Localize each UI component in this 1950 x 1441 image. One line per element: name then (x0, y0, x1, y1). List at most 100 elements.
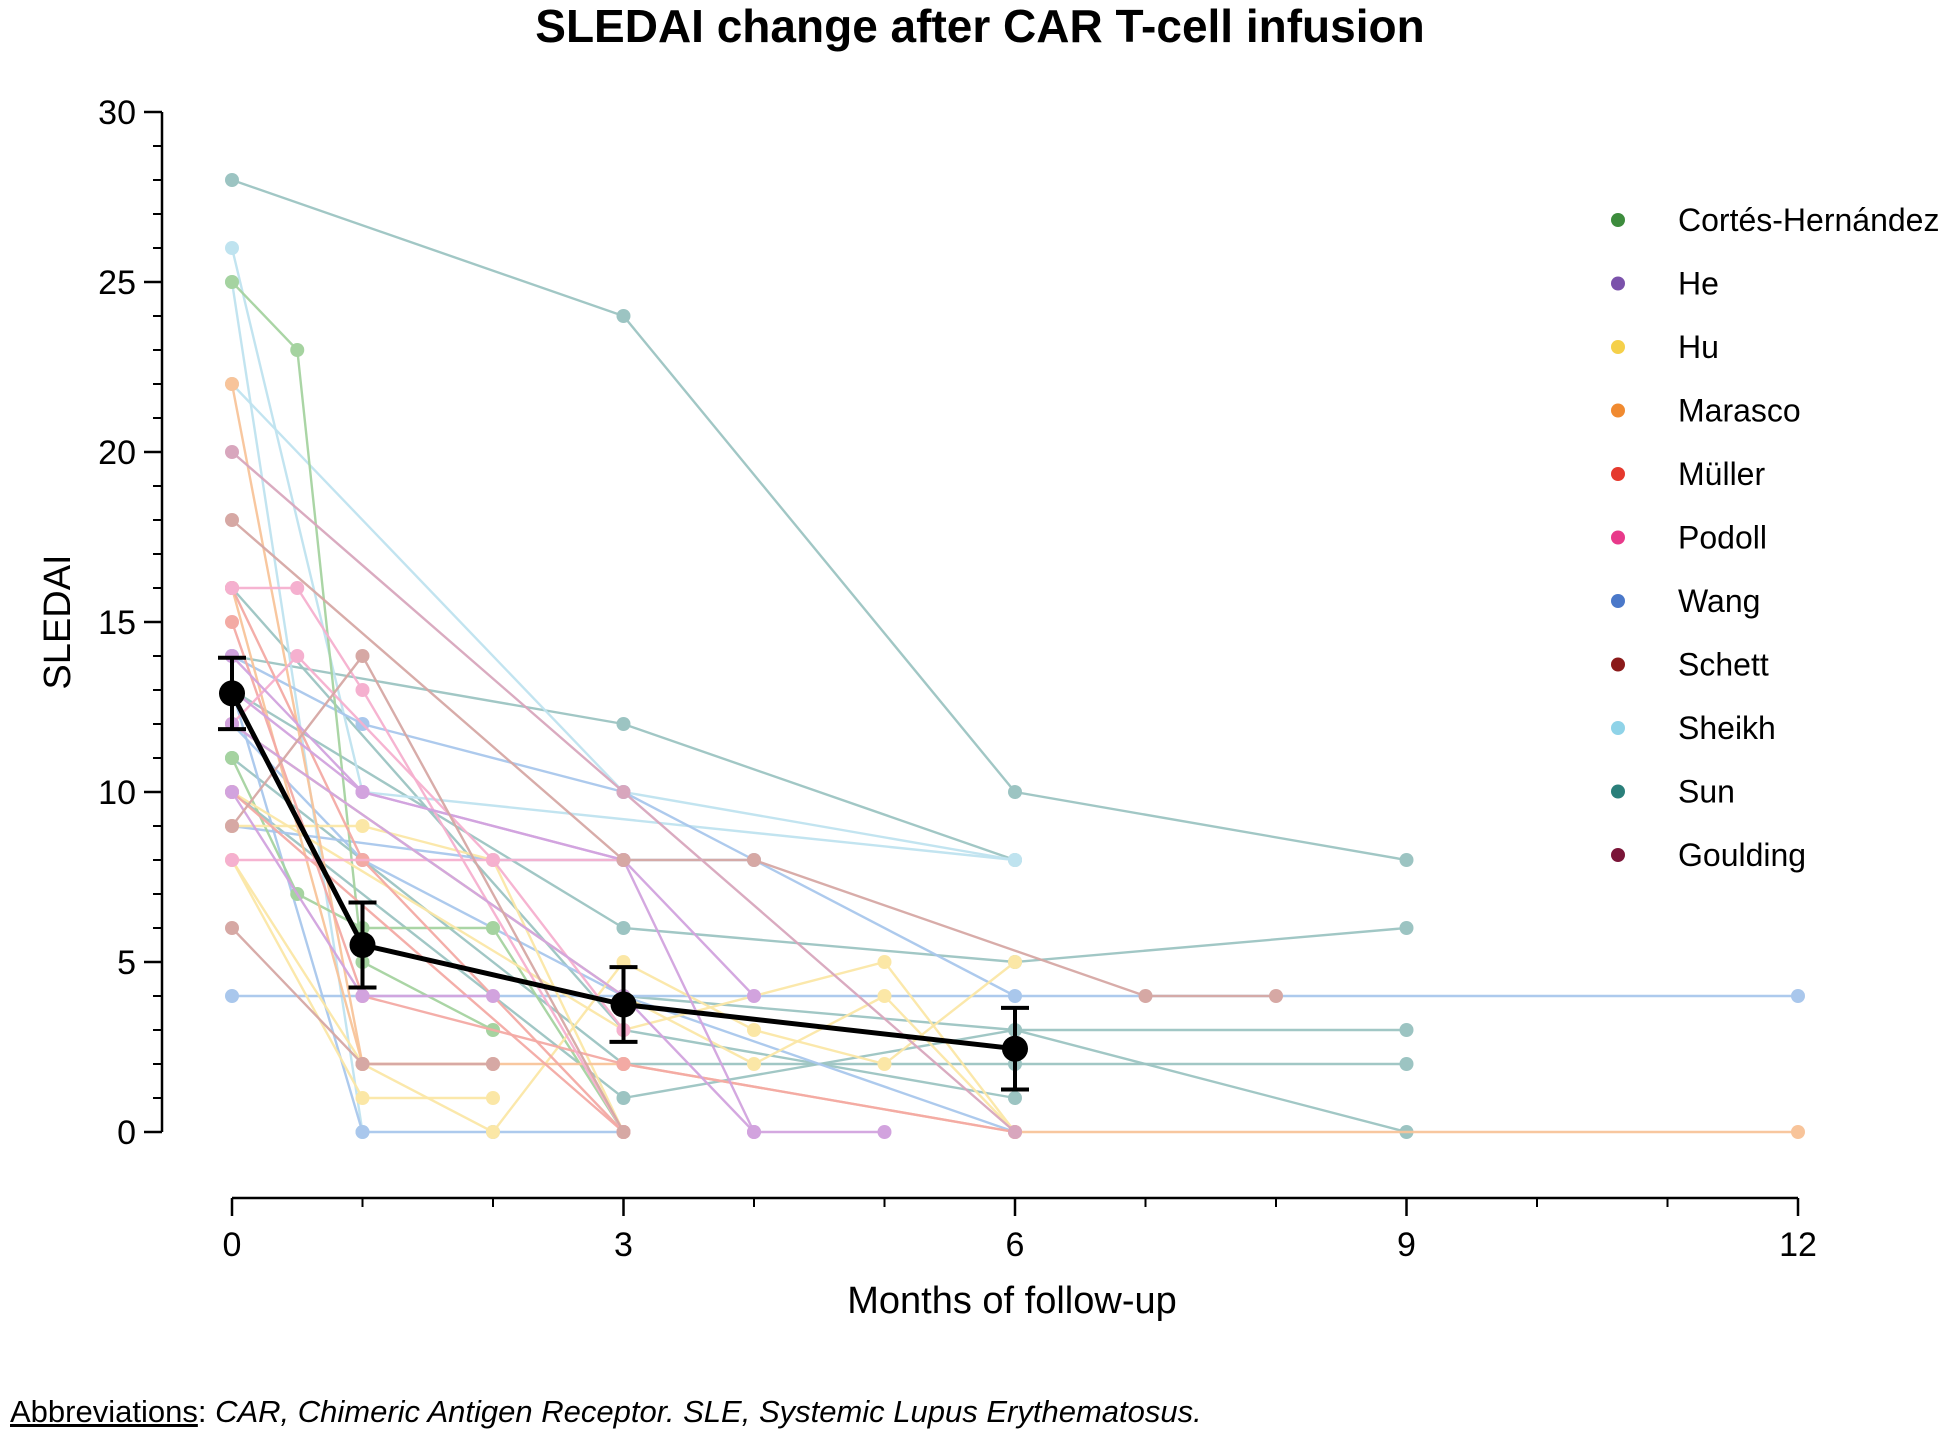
patient-point-6-2 (616, 1091, 631, 1105)
patient-point-23-1 (225, 377, 239, 391)
patient-point-12-2 (1791, 989, 1805, 1003)
y-tick-label: 5 (117, 944, 136, 982)
x-tick-label: 3 (614, 1226, 633, 1264)
x-tick-label: 12 (1779, 1226, 1817, 1264)
patient-point-21-3 (877, 955, 892, 969)
patient-point-17-1 (225, 751, 239, 765)
legend-marker-10 (1611, 784, 1625, 799)
legend-marker-9 (1611, 721, 1625, 735)
patient-point-26-3 (616, 1057, 631, 1071)
x-axis-label: Months of follow-up (847, 1280, 1177, 1322)
legend-marker-4 (1611, 403, 1625, 418)
patient-point-38-1 (225, 445, 239, 459)
footnote-label: Abbreviations (10, 1394, 198, 1429)
patient-point-36-3 (486, 1057, 500, 1071)
patient-point-32-1 (225, 785, 239, 799)
y-axis-label: SLEDAI (37, 554, 79, 689)
x-tick-label: 0 (223, 1226, 242, 1264)
patient-point-26-1 (225, 615, 239, 629)
chart-title: SLEDAI change after CAR T-cell infusion (535, 0, 1424, 52)
mean-point-3 (610, 991, 637, 1018)
patient-point-9-3 (1008, 853, 1022, 867)
y-tick-label: 20 (98, 434, 136, 472)
patient-point-2-2 (616, 717, 631, 731)
legend-label-10: Sun (1678, 774, 1735, 810)
patient-line-19 (232, 824, 625, 1133)
patient-line-26 (230, 621, 1016, 1134)
patient-point-32-2 (355, 989, 370, 1003)
legend-label-2: He (1678, 266, 1719, 302)
patient-point-32-3 (486, 989, 500, 1003)
patient-line-28 (232, 586, 625, 1133)
patient-point-20-5 (747, 1023, 761, 1037)
patient-point-8-1 (225, 241, 239, 255)
patient-point-3-2 (616, 921, 631, 935)
patient-point-20-7 (1008, 955, 1022, 969)
patient-point-28-3 (355, 683, 370, 697)
patient-point-12-1 (225, 989, 239, 1003)
patient-point-20-6 (877, 1057, 892, 1071)
patient-point-17-4 (486, 921, 500, 935)
patient-point-18-3 (486, 1091, 500, 1105)
patient-point-33-4 (877, 1125, 892, 1139)
patient-point-16-2 (290, 343, 305, 357)
legend-label-4: Marasco (1678, 393, 1801, 429)
patient-point-33-3 (747, 1125, 761, 1139)
patient-point-35-3 (747, 853, 761, 867)
legend-marker-6 (1611, 530, 1625, 545)
patient-point-37-2 (355, 649, 370, 663)
patient-point-35-2 (616, 853, 631, 867)
legend-label-9: Sheikh (1678, 710, 1776, 746)
legend-marker-7 (1611, 594, 1625, 608)
patient-point-13-2 (355, 1125, 370, 1139)
mean-line (229, 692, 1016, 1052)
x-tick-label: 9 (1397, 1226, 1416, 1264)
legend-label-1: Cortés-Hernández (1678, 202, 1939, 238)
patient-point-35-4 (1138, 989, 1153, 1003)
y-tick-label: 30 (98, 94, 136, 132)
patient-point-37-3 (616, 1125, 631, 1139)
patient-point-36-2 (355, 1057, 370, 1071)
legend-marker-3 (1611, 340, 1625, 354)
legend-label-6: Podoll (1678, 520, 1767, 556)
legend-marker-5 (1611, 467, 1625, 481)
legend-marker-11 (1611, 848, 1625, 862)
patient-point-34-2 (355, 785, 370, 799)
patient-point-30-1 (225, 853, 239, 867)
legend-marker-8 (1611, 657, 1625, 672)
y-tick-label: 10 (98, 774, 136, 812)
axes: 0 5 10 15 20 25 30 0 3 6 9 12 (98, 94, 1817, 1264)
patient-point-28-2 (290, 581, 305, 595)
patient-point-38-2 (616, 785, 631, 799)
patient-point-38-3 (1008, 1125, 1022, 1139)
legend-label-5: Müller (1678, 456, 1765, 492)
patient-point-3-4 (1399, 921, 1414, 935)
patient-point-1-3 (1008, 785, 1022, 799)
patient-line-33 (231, 723, 885, 1134)
patient-line-10 (230, 281, 364, 1133)
patient-point-22-4 (877, 989, 892, 1003)
legend-label-7: Wang (1678, 583, 1760, 619)
patient-point-23-5 (1791, 1125, 1805, 1139)
patient-point-28-1 (225, 581, 239, 595)
legend-marker-1 (1611, 213, 1625, 227)
patient-point-22-3 (747, 1057, 761, 1071)
patient-line-11 (231, 654, 1016, 998)
mean-series (218, 655, 1029, 1092)
y-tick-label: 15 (98, 604, 136, 642)
patient-line-13 (230, 689, 624, 1134)
abbreviations-footnote: Abbreviations: CAR, Chimeric Antigen Rec… (10, 1394, 1202, 1430)
y-tick-label: 25 (98, 264, 136, 302)
y-tick-label: 0 (117, 1114, 136, 1152)
footnote-separator: : (197, 1394, 216, 1429)
patient-point-34-4 (747, 989, 761, 1003)
patient-point-19-2 (355, 819, 370, 833)
mean-point-1 (219, 680, 245, 707)
x-tick-label: 6 (1006, 1226, 1025, 1264)
patient-point-5-4 (1399, 1057, 1414, 1071)
mean-point-4 (1002, 1035, 1028, 1062)
patient-point-29-2 (290, 649, 305, 663)
patient-point-4-4 (1399, 1023, 1414, 1037)
patient-line-35 (231, 519, 1276, 998)
legend: Cortés-Hernández He Hu Marasco Müller Podoll W… (1611, 202, 1939, 873)
